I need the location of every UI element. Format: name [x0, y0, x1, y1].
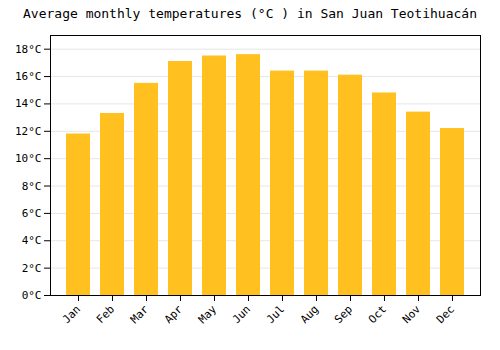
svg-text:0°C: 0°C [22, 289, 42, 302]
svg-text:12°C: 12°C [15, 125, 42, 138]
svg-text:6°C: 6°C [22, 207, 42, 220]
svg-text:Nov: Nov [400, 302, 424, 326]
svg-text:Aug: Aug [298, 303, 321, 326]
html-text:Average monthly temperatures (: Average monthly temperatures (°C ) in Sa… [23, 6, 477, 21]
svg-text:Jan: Jan [60, 303, 83, 326]
svg-text:Apr: Apr [162, 302, 186, 326]
svg-text:Jun: Jun [230, 303, 253, 326]
svg-text:8°C: 8°C [22, 180, 42, 193]
svg-text:Oct: Oct [366, 303, 389, 326]
svg-text:18°C: 18°C [15, 43, 42, 56]
svg-text:16°C: 16°C [15, 70, 42, 83]
svg-text:2°C: 2°C [22, 262, 42, 275]
svg-text:Mar: Mar [128, 302, 152, 326]
svg-text:May: May [196, 302, 220, 326]
svg-text:Feb: Feb [94, 303, 117, 326]
svg-text:14°C: 14°C [15, 97, 42, 110]
svg-text:Sep: Sep [332, 303, 355, 326]
svg-text:Dec: Dec [434, 303, 457, 326]
svg-text:10°C: 10°C [15, 152, 42, 165]
svg-text:4°C: 4°C [22, 234, 42, 247]
svg-text:Jul: Jul [264, 303, 287, 326]
